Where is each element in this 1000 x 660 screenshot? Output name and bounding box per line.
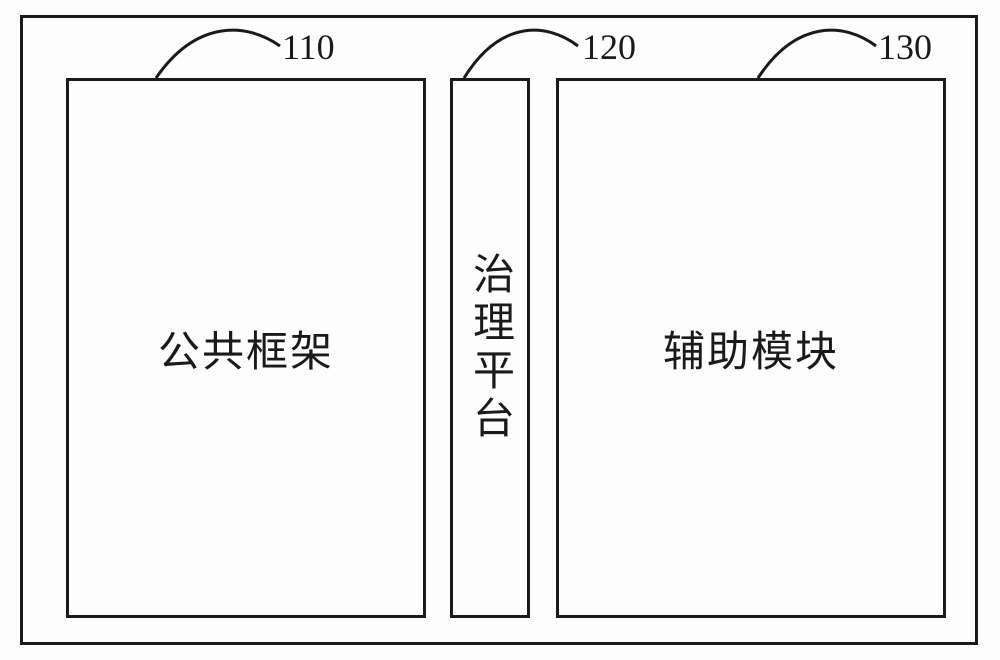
leader-path — [156, 30, 280, 78]
block-auxiliary-module: 辅助模块 — [556, 78, 946, 618]
leader-130 — [758, 28, 882, 80]
leader-110 — [156, 28, 286, 80]
block-public-framework: 公共框架 — [66, 78, 426, 618]
block-governance-platform: 治理平台 — [450, 78, 530, 618]
leader-path — [464, 30, 578, 78]
leader-path — [758, 30, 876, 78]
refnum-130: 130 — [878, 26, 932, 68]
refnum-120: 120 — [582, 26, 636, 68]
block-label: 治理平台 — [460, 252, 521, 444]
block-label: 公共框架 — [158, 318, 334, 379]
leader-120 — [464, 28, 584, 80]
refnum-110: 110 — [282, 26, 335, 68]
block-label: 辅助模块 — [663, 318, 839, 379]
